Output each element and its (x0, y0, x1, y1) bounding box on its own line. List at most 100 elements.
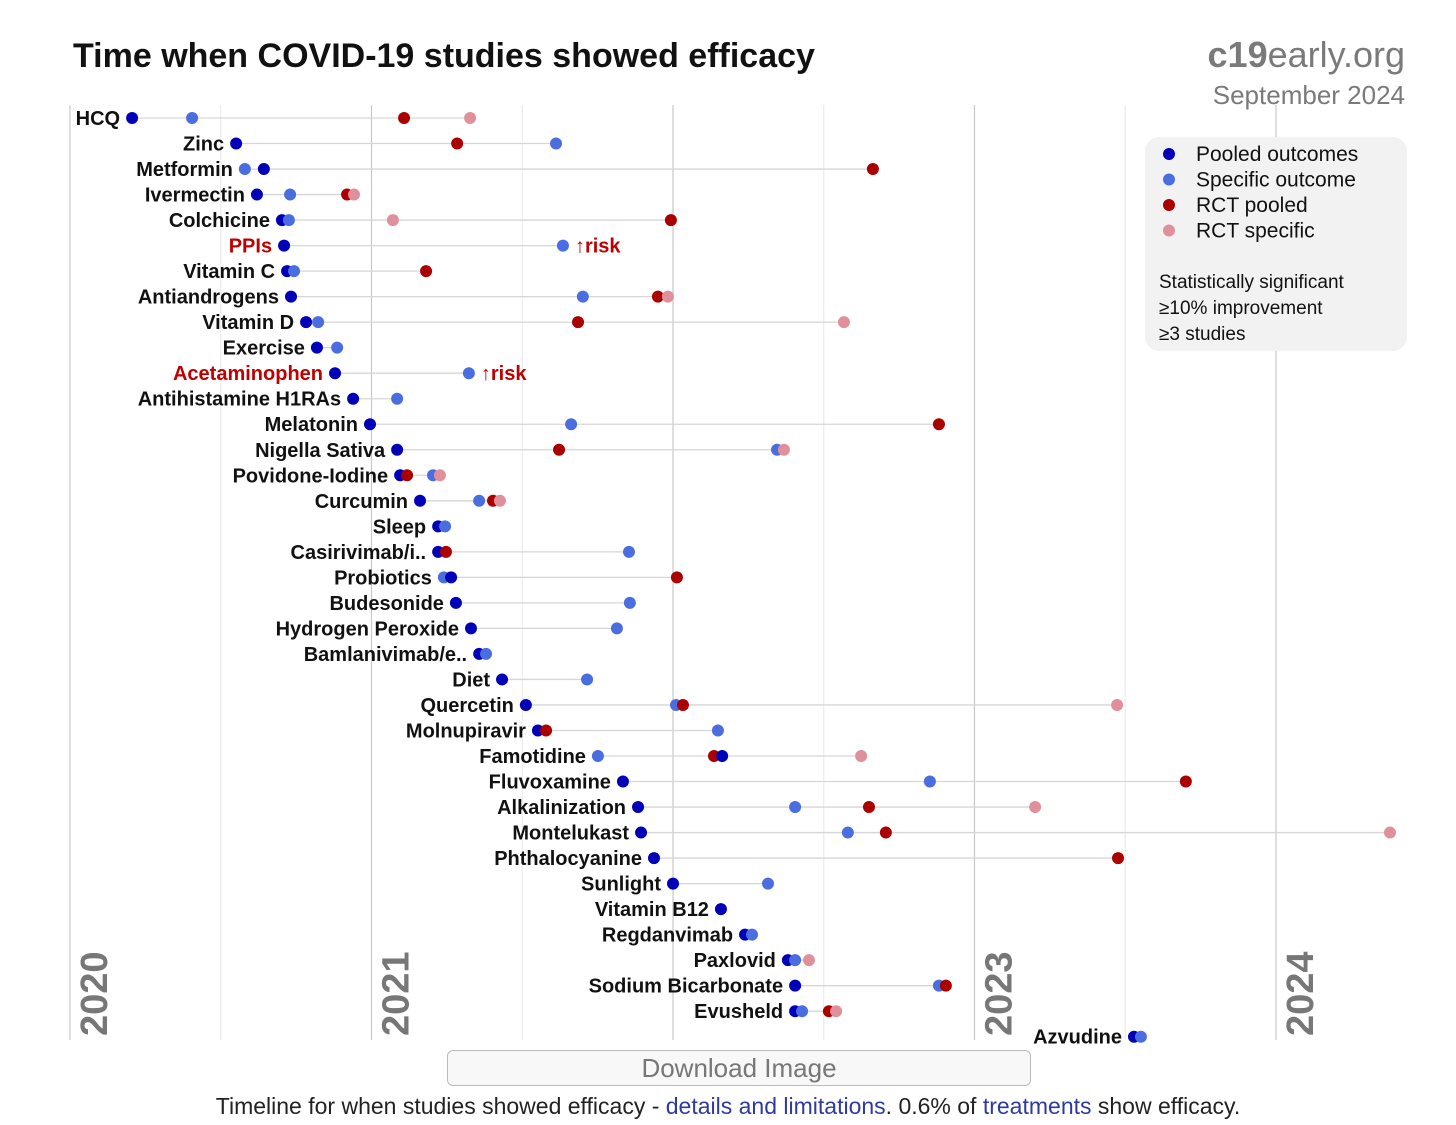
treatment-row: Nigella Sativa (255, 440, 790, 462)
point-rct-pooled (664, 214, 677, 227)
point-rct-pooled (540, 724, 553, 737)
treatment-row: Curcumin (315, 491, 506, 513)
treatment-row: Evusheld (694, 1001, 843, 1023)
treatment-label: Sodium Bicarbonate (589, 976, 783, 998)
treatment-label: Vitamin D (202, 312, 294, 334)
point-pooled (632, 801, 645, 814)
point-specific (288, 265, 301, 278)
point-pooled (789, 979, 802, 992)
treatment-label: Evusheld (694, 1001, 783, 1023)
year-labels: 2020 2021 2023 2024 (74, 951, 1322, 1036)
legend-marker-rct-specific (1163, 224, 1175, 237)
point-pooled (449, 596, 462, 609)
point-pooled (391, 443, 404, 456)
treatment-row: Alkalinization (497, 797, 1042, 819)
point-rct-specific (802, 954, 815, 967)
treatment-row: Sunlight (581, 874, 774, 896)
treatment-row: Sodium Bicarbonate (589, 976, 952, 998)
point-pooled (126, 112, 139, 124)
treatments-link[interactable]: treatments (982, 1093, 1092, 1119)
point-pooled (616, 775, 629, 788)
treatment-label: Vitamin B12 (595, 899, 709, 921)
point-rct-specific (464, 112, 477, 124)
treatment-row: Azvudine (1033, 1027, 1147, 1049)
point-specific (556, 239, 569, 252)
point-rct-pooled (670, 571, 683, 584)
legend-note: ≥3 studies (1159, 324, 1245, 345)
legend-marker-specific (1163, 173, 1175, 186)
point-specific (284, 188, 297, 201)
treatment-label: Melatonin (265, 414, 358, 436)
treatment-label: Ivermectin (145, 185, 245, 207)
point-rct-pooled (553, 443, 566, 456)
legend-marker-pooled (1163, 148, 1175, 160)
treatment-label: Acetaminophen (173, 363, 323, 385)
chart-title: Time when COVID-19 studies showed effica… (73, 37, 815, 75)
treatment-label: Montelukast (512, 823, 629, 845)
point-specific (282, 214, 295, 227)
brand-logo: c19early.org September 2024 (1208, 34, 1405, 110)
point-pooled (250, 188, 263, 201)
treatment-row: Fluvoxamine (489, 772, 1192, 794)
legend-label: Specific outcome (1196, 169, 1356, 192)
details-link[interactable]: details and limitations (665, 1093, 886, 1119)
download-image-button[interactable]: Download Image (447, 1050, 1031, 1086)
point-pooled (347, 392, 360, 405)
treatment-row: HCQ (76, 108, 477, 130)
treatment-row: Regdanvimab (602, 925, 758, 947)
point-specific (761, 877, 774, 890)
point-pooled (278, 239, 291, 252)
footer-text-end: show efficacy. (1091, 1093, 1241, 1119)
treatment-row: Zinc (183, 134, 563, 156)
legend-background (1145, 137, 1407, 351)
treatment-row: Budesonide (329, 593, 636, 615)
treatment-label: Diet (452, 669, 490, 691)
legend-note: Statistically significant (1159, 272, 1345, 293)
point-rct-pooled (866, 163, 879, 176)
point-specific (462, 367, 475, 380)
treatment-row: Vitamin B12 (595, 899, 727, 921)
point-pooled (667, 877, 679, 890)
legend-label: RCT pooled (1196, 194, 1308, 217)
point-specific (238, 163, 251, 176)
brand-bold: c19 (1208, 34, 1268, 75)
point-specific (186, 112, 199, 124)
point-rct-specific (855, 750, 868, 762)
year-tick-label: 2020 (74, 951, 116, 1036)
point-specific (789, 954, 802, 967)
footer-text-mid: . 0.6% of (885, 1093, 983, 1119)
treatment-row: Bamlanivimab/e.. (304, 644, 493, 666)
treatment-row: Molnupiravir (406, 720, 724, 742)
point-rct-pooled (879, 826, 892, 839)
point-specific (439, 520, 452, 533)
treatment-label: Povidone-Iodine (233, 465, 389, 487)
treatment-row: Diet (452, 669, 594, 691)
point-specific (581, 673, 594, 686)
brand-text: c19early.org (1208, 34, 1405, 75)
point-rct-specific (1383, 826, 1396, 839)
point-specific (745, 928, 758, 941)
treatment-row: Famotidine (479, 746, 868, 768)
treatment-row: Colchicine (169, 210, 677, 232)
point-rct-specific (386, 214, 399, 227)
treatment-row: Exercise (223, 338, 344, 360)
point-specific (841, 826, 854, 839)
treatment-label: Quercetin (421, 695, 514, 717)
footer-caption: Timeline for when studies showed efficac… (0, 1093, 1456, 1120)
point-rct-pooled (398, 112, 411, 124)
treatment-row: Quercetin (421, 695, 1124, 717)
point-rct-specific (493, 494, 506, 507)
point-pooled (635, 826, 648, 839)
treatment-label: Nigella Sativa (255, 440, 386, 462)
point-pooled (310, 341, 323, 354)
treatment-row: Antiandrogens (138, 287, 674, 309)
legend-marker-rct-pooled (1163, 199, 1175, 211)
point-pooled (648, 852, 661, 865)
point-pooled (363, 418, 376, 431)
point-specific (796, 1005, 809, 1018)
treatment-row: Sleep (373, 516, 452, 538)
point-pooled (716, 750, 729, 762)
treatment-row: Montelukast (512, 823, 1396, 845)
point-pooled (714, 903, 727, 916)
treatment-label: Zinc (183, 134, 224, 156)
